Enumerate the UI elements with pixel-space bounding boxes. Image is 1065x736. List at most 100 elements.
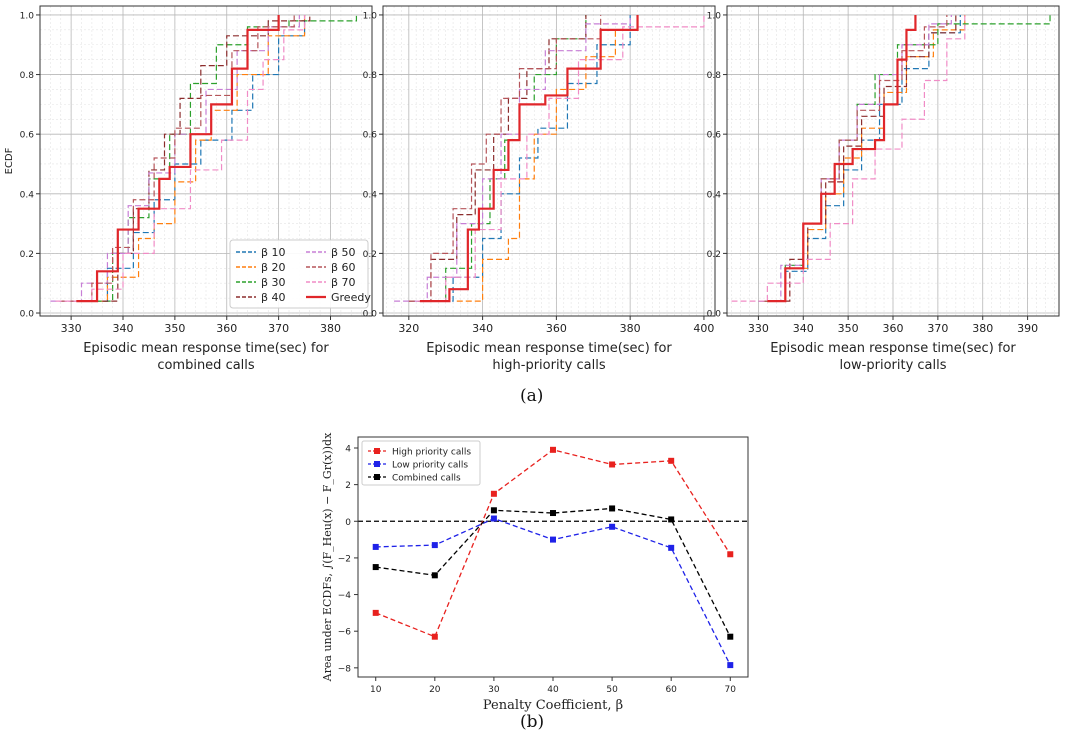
legend-label-high: High priority calls	[392, 448, 471, 458]
y-tick-label: 0.8	[363, 71, 378, 81]
legend: High priority calls Low priority calls Com…	[361, 440, 481, 486]
series-b10	[76, 14, 306, 302]
x-tick-label: 360	[883, 322, 904, 335]
y-tick-label: −8	[338, 664, 352, 674]
x-tick-label: 50	[606, 685, 618, 695]
y-tick-label: 0.8	[20, 71, 35, 81]
y-axis-label: Area under ECDFs, ∫(F_Heu(x) − F_Gr(x))d…	[321, 432, 334, 682]
x-tick-label: 380	[320, 322, 341, 335]
series-b20	[762, 14, 966, 302]
y-tick-label: 1.0	[20, 11, 35, 21]
series-b40	[102, 14, 311, 302]
x-axis-label-line1: Episodic mean response time(sec) for	[83, 341, 329, 356]
x-tick-label: 340	[113, 322, 134, 335]
plot-frame	[39, 5, 373, 317]
series-b70	[731, 14, 966, 302]
marker-low	[727, 662, 734, 669]
y-axis-label: ECDF	[4, 147, 15, 174]
legend-label-b50: β 50	[331, 246, 356, 259]
legend-label-b70: β 70	[331, 276, 356, 289]
marker-combined	[609, 505, 616, 512]
marker-high	[372, 609, 379, 616]
marker-high	[550, 446, 556, 453]
x-tick-label: 380	[620, 322, 641, 335]
caption-a: (a)	[520, 386, 544, 406]
x-tick-label: 370	[927, 322, 948, 335]
area-panel: 10 20 30 40 50 60 70 −8 −6 −4 −2 0 2 4 High priority c…	[321, 432, 749, 713]
x-tick-label: 380	[972, 322, 993, 335]
series-greedy	[767, 14, 917, 303]
y-tick-label: 1.0	[363, 11, 378, 21]
series-b10	[758, 14, 961, 302]
x-tick-label: 370	[268, 322, 289, 335]
x-tick-label: 400	[693, 322, 714, 335]
x-tick-label: 30	[488, 685, 500, 695]
series-b40	[408, 14, 587, 302]
legend-marker-low	[374, 461, 380, 467]
marker-combined	[490, 507, 497, 514]
marker-low	[490, 515, 497, 522]
marker-high	[668, 457, 675, 464]
series-combined	[375, 507, 731, 637]
marker-high	[609, 461, 616, 468]
marker-low	[609, 523, 616, 530]
x-axis-label-line2: low-priority calls	[839, 358, 946, 373]
marker-low	[668, 544, 675, 551]
y-tick-label: 0.0	[363, 310, 378, 320]
marker-combined	[550, 510, 556, 517]
x-axis-label-line2: high-priority calls	[492, 358, 605, 373]
plot-frame	[382, 5, 716, 317]
marker-low	[550, 536, 556, 543]
x-tick-label: 390	[1017, 322, 1038, 335]
y-tick-label: 0.4	[707, 190, 722, 200]
marker-combined	[668, 516, 675, 523]
y-tick-label: −6	[338, 628, 352, 638]
y-tick-label: 0.0	[707, 310, 722, 320]
y-tick-label: 0.8	[707, 71, 722, 81]
legend-label-b60: β 60	[331, 261, 356, 274]
series-b60	[408, 14, 602, 302]
series-b60	[60, 14, 295, 302]
y-tick-label: 0.2	[707, 250, 721, 260]
y-tick-label: 0.2	[363, 250, 377, 260]
x-axis-label-line2: combined calls	[157, 358, 255, 373]
marker-high	[431, 633, 438, 640]
y-tick-label: 0.4	[20, 190, 35, 200]
ecdf-panel-combined: 330 340 350 360 370 380 0.0 0.2 0.4 0.6 0.8 1.0 Epis…	[4, 5, 373, 373]
marker-high	[490, 490, 497, 497]
legend-label-b10: β 10	[261, 246, 286, 259]
ecdf-panel-high-priority: 320 340 360 380 400 0.0 0.2 0.4 0.6 0.8 1.0 Episodi…	[363, 5, 716, 373]
legend-marker-high	[374, 448, 380, 454]
x-axis-label-line1: Episodic mean response time(sec) for	[426, 341, 672, 356]
y-tick-label: 0.6	[363, 131, 378, 141]
caption-b: (b)	[520, 712, 545, 732]
legend-label-greedy: Greedy	[331, 291, 371, 304]
x-tick-label: 350	[164, 322, 185, 335]
x-axis-label-line1: Episodic mean response time(sec) for	[770, 341, 1016, 356]
ecdf-panel-low-priority: 330 340 350 360 370 380 390 0.0 0.2 0.4 0.6 0.8 1.0 E…	[707, 5, 1060, 373]
marker-combined	[372, 564, 379, 571]
y-tick-label: 1.0	[707, 11, 722, 21]
marker-combined	[431, 572, 438, 579]
series-b10	[416, 14, 631, 302]
x-tick-label: 340	[472, 322, 493, 335]
legend-box	[361, 440, 481, 486]
x-tick-label: 70	[725, 685, 737, 695]
x-tick-label: 60	[665, 685, 677, 695]
y-tick-label: 0.6	[707, 131, 722, 141]
x-tick-label: 350	[838, 322, 859, 335]
y-tick-label: 0.0	[20, 310, 35, 320]
legend-label-low: Low priority calls	[392, 461, 468, 471]
x-axis-label: Penalty Coefficient, β	[483, 698, 623, 713]
x-tick-label: 360	[216, 322, 237, 335]
legend-label-combined: Combined calls	[392, 474, 461, 484]
legend-label-b20: β 20	[261, 261, 286, 274]
y-tick-label: 0	[345, 518, 351, 528]
marker-high	[727, 551, 734, 558]
x-tick-label: 330	[61, 322, 82, 335]
x-tick-label: 320	[398, 322, 419, 335]
y-tick-label: 0.2	[20, 250, 34, 260]
series-b50	[758, 14, 952, 302]
marker-low	[431, 542, 438, 549]
